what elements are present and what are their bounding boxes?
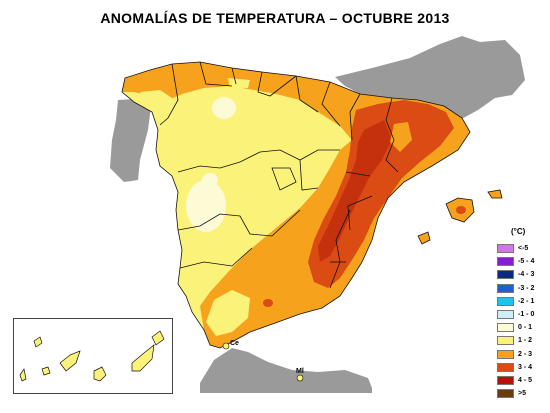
el-hierro-island [33,336,43,348]
legend-label: -1 - 0 [518,311,535,319]
dark-red-core [318,120,392,262]
fuerteventura-island [131,344,155,372]
mallorca-hotspot [456,206,466,214]
legend-swatch [497,375,514,385]
legend-unit: (°C) [511,227,526,236]
legend-item: -5 - 4 [497,255,550,268]
legend-swatch [497,310,514,320]
canary-islands-map [19,330,165,382]
gran-canaria-island [93,366,107,382]
legend-label: 2 - 3 [518,350,533,358]
legend-swatch [497,349,514,359]
legend-swatch [497,244,514,254]
la-gomera-island [41,366,51,376]
legend-item: 1 - 2 [497,334,550,347]
legend-label: -4 - 3 [518,271,535,279]
yellow-cantabria-patch [228,78,250,88]
legend-item: -1 - 0 [497,308,550,321]
legend-swatch [497,336,514,346]
legend-label: -2 - 1 [518,297,535,305]
legend-item: -4 - 3 [497,268,550,281]
menorca-island [487,189,503,199]
la-palma-island [19,368,27,382]
legend-item: >5 [497,387,550,400]
ibiza-island [417,231,431,245]
region-borders [121,61,471,349]
legend-item: 2 - 3 [497,348,550,361]
legend-label: >5 [518,390,526,398]
legend-swatch [497,257,514,267]
lanzarote-island [151,330,165,346]
legend-item: 0 - 1 [497,321,550,334]
melilla-dot [296,374,304,382]
legend-swatch [497,323,514,333]
legend-swatch [497,270,514,280]
legend-item: -2 - 1 [497,295,550,308]
legend-label: 1 - 2 [518,337,533,345]
ceuta-dot [222,342,230,350]
legend-item: 3 - 4 [497,361,550,374]
legend-item: -3 - 2 [497,282,550,295]
melilla-label: Ml [296,368,304,375]
pale-patch-north [212,97,236,119]
legend-label: 3 - 4 [518,363,533,371]
legend-swatch [497,283,514,293]
legend-label: 0 - 1 [518,324,533,332]
legend-item: 4 - 5 [497,374,550,387]
legend-swatch [497,389,514,399]
legend-label: 4 - 5 [518,376,533,384]
legend-swatch [497,296,514,306]
legend-item: <-5 [497,242,550,255]
pale-patch-west-2 [202,173,218,187]
canary-islands-inset [13,318,173,394]
france-landmass [335,36,525,122]
legend-label: -3 - 2 [518,284,535,292]
map-title: ANOMALÍAS DE TEMPERATURA – OCTUBRE 2013 [100,10,450,26]
red-spot-south [263,299,273,307]
morocco-landmass [200,348,372,393]
pale-patch-west [186,180,226,232]
orange-lleida-patch [390,122,412,152]
tenerife-island [59,350,81,372]
portugal-landmass [110,98,152,182]
red-east-zone [308,100,454,288]
legend-label: <-5 [518,245,529,253]
legend: (°C) <-5 -5 - 4 -4 - 3 -3 - 2 -2 - 1 -1 - 0 0 … [497,227,550,400]
legend-label: -5 - 4 [518,258,535,266]
legend-swatch [497,362,514,372]
yellow-andalusia-patch [206,290,250,336]
yellow-galicia-patch [140,90,172,108]
legend-rows: <-5 -5 - 4 -4 - 3 -3 - 2 -2 - 1 -1 - 0 0 - 1 1 … [497,242,550,400]
ceuta-label: Ce [230,340,239,347]
